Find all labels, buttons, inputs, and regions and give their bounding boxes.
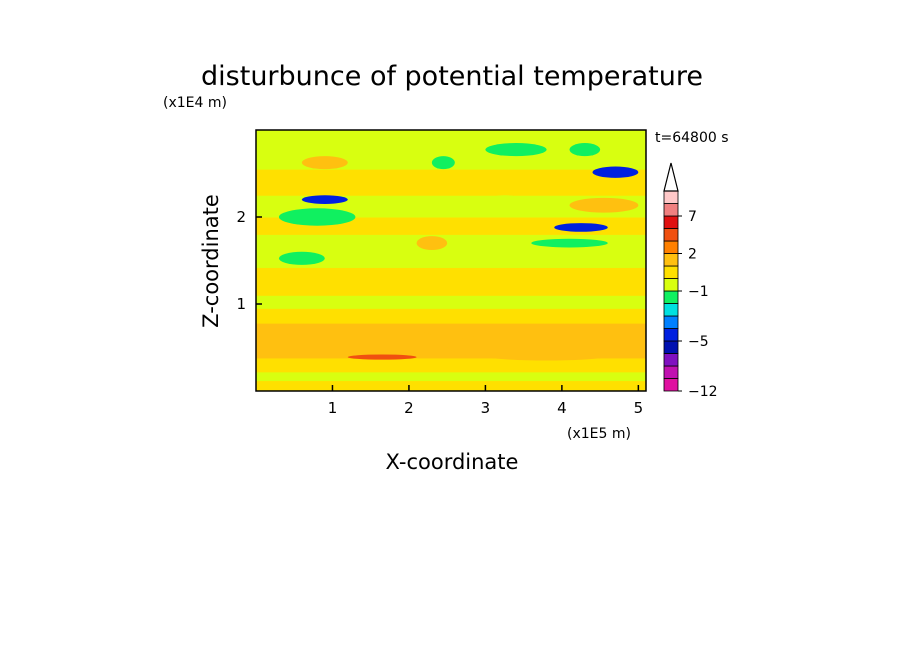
- contour-feature-2: [347, 354, 417, 360]
- contour-band-5: [256, 295, 646, 309]
- contour-plot: [256, 130, 646, 391]
- colorbar-cell-7: [663, 290, 679, 304]
- colorbar-cell-13: [663, 215, 679, 229]
- time-label: t=64800 s: [655, 130, 729, 146]
- contour-feature-8: [592, 166, 639, 178]
- contour-band-9: [256, 195, 646, 218]
- colorbar-cell-10: [663, 253, 679, 267]
- colorbar-cell-14: [663, 203, 679, 217]
- x-tick-label-0: 1: [328, 399, 338, 417]
- contour-band-0: [256, 380, 646, 391]
- y-axis: 12: [236, 208, 262, 313]
- colorbar-cell-0: [663, 378, 679, 392]
- plot-frame: [255, 129, 647, 392]
- colorbar-label-2: −1: [688, 284, 709, 300]
- colorbar-cell-5: [663, 315, 679, 329]
- colorbar-cell-6: [663, 303, 679, 317]
- colorbar-label-0: 7: [688, 209, 697, 225]
- colorbar-label-1: 2: [688, 247, 697, 263]
- colorbar-cell-15: [663, 190, 679, 204]
- chart-title: disturbunce of potential temperature: [201, 61, 703, 92]
- contour-feature-11: [477, 195, 532, 217]
- y-tick-label-1: 2: [236, 208, 246, 226]
- colorbar-cell-3: [663, 340, 679, 354]
- x-unit-label: (x1E5 m): [567, 426, 631, 442]
- colorbar-extend-arrow: [663, 162, 679, 192]
- contour-feature-13: [431, 156, 455, 170]
- colorbar-cell-1: [663, 365, 679, 379]
- contour-band-8: [256, 217, 646, 235]
- x-tick-label-3: 4: [557, 399, 567, 417]
- contour-band-2: [256, 357, 646, 373]
- contour-feature-1: [447, 331, 646, 361]
- contour-feature-10: [301, 156, 348, 170]
- colorbar-cell-11: [663, 240, 679, 254]
- x-axis-label: X-coordinate: [386, 450, 519, 474]
- contour-feature-6: [531, 238, 608, 248]
- y-tick-label-0: 1: [236, 295, 246, 313]
- colorbar-cell-8: [663, 278, 679, 292]
- x-tick-label-2: 3: [481, 399, 491, 417]
- colorbar-cell-9: [663, 265, 679, 279]
- x-tick-label-1: 2: [404, 399, 414, 417]
- contour-feature-16: [416, 236, 448, 251]
- contour-band-10: [256, 169, 646, 196]
- x-tick-label-4: 5: [634, 399, 644, 417]
- contour-band-1: [256, 371, 646, 382]
- colorbar-cell-2: [663, 353, 679, 367]
- contour-band-6: [256, 267, 646, 296]
- colorbar: 7 2 −1 −5 −12: [663, 162, 718, 400]
- y-axis-label: Z-coordinate: [199, 194, 223, 328]
- contour-feature-14: [485, 143, 547, 157]
- contour-feature-0: [286, 328, 432, 344]
- colorbar-cell-4: [663, 328, 679, 342]
- contour-feature-12: [401, 143, 432, 161]
- x-axis: 1 2 3 4 5: [328, 385, 643, 417]
- contour-feature-3: [278, 208, 356, 226]
- contour-band-4: [256, 308, 646, 324]
- colorbar-label-4: −12: [688, 384, 718, 400]
- colorbar-label-3: −5: [688, 334, 709, 350]
- contour-feature-9: [569, 197, 639, 213]
- contour-feature-5: [278, 251, 325, 265]
- contour-feature-7: [554, 223, 608, 232]
- y-unit-label: (x1E4 m): [163, 95, 227, 111]
- contour-feature-15: [569, 143, 601, 157]
- contour-feature-4: [301, 195, 348, 204]
- colorbar-cell-12: [663, 228, 679, 242]
